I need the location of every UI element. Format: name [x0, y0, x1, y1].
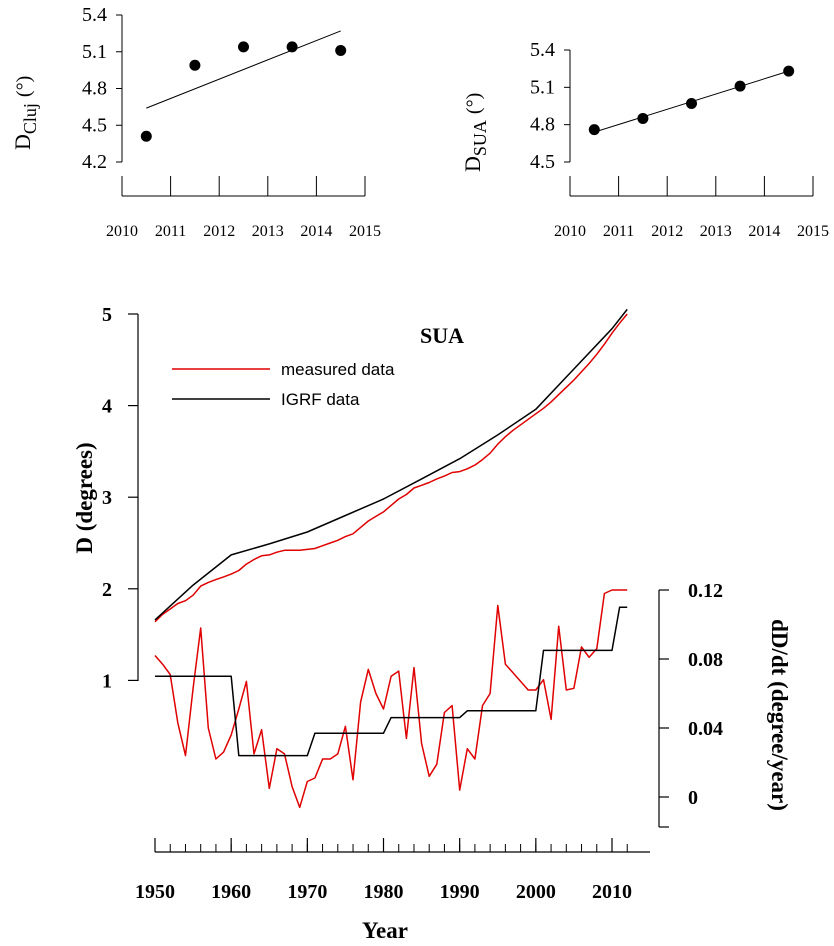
cluj-chart: 4.2 4.5 4.8 5.1 5.4 2010 2011 2012 2013 2014 2015… — [10, 4, 381, 240]
sua-small-x-tick-label: 2013 — [700, 223, 732, 240]
main-y-tick-label: 1 — [102, 670, 112, 692]
sua-small-point — [588, 124, 600, 136]
cluj-point — [335, 45, 347, 57]
cluj-points — [140, 41, 347, 142]
sua-small-x-tick-label: 2010 — [554, 223, 586, 240]
measured-rate-line — [154, 589, 628, 809]
main-chart-title: SUA — [420, 323, 464, 348]
cluj-x-tick-label: 2010 — [106, 223, 138, 240]
measured-d-line — [154, 313, 628, 623]
main-right-y-tick-label: 0 — [688, 787, 698, 809]
cluj-y-tick-label: 4.8 — [82, 78, 107, 100]
sua-small-x-tick-label: 2011 — [603, 223, 634, 240]
cluj-x-tick-label: 2011 — [155, 223, 186, 240]
main-y-axis-title: D (degrees) — [72, 442, 97, 553]
main-series-group — [154, 308, 628, 809]
main-x-tick-label: 2010 — [592, 881, 632, 903]
cluj-point — [140, 130, 152, 142]
cluj-y-ticks: 4.2 4.5 4.8 5.1 5.4 — [82, 4, 122, 173]
sua-small-point — [783, 65, 795, 77]
legend-label-igrf: IGRF data — [281, 390, 360, 409]
sua-small-y-tick-label: 5.4 — [530, 39, 555, 61]
sua-small-y-axis-title: DSUA (°) — [460, 93, 490, 172]
sua-small-point — [686, 98, 697, 110]
main-right-y-tick-label: 0.12 — [688, 580, 723, 602]
main-x-tick-label: 1950 — [135, 881, 175, 903]
cluj-point — [286, 41, 298, 53]
main-right-y-tick-label: 0.04 — [688, 718, 723, 740]
sua-small-point — [734, 80, 746, 92]
cluj-y-axis-title: DCluj (°) — [10, 76, 40, 150]
legend: measured data IGRF data — [172, 360, 395, 409]
cluj-y-label-main: D — [10, 134, 35, 150]
cluj-y-tick-label: 4.5 — [82, 114, 107, 136]
sua-small-point — [637, 112, 649, 124]
igrf-d-line — [154, 308, 628, 621]
main-x-ticks: 1950 1960 1970 1980 1990 2000 2010 — [135, 838, 632, 903]
sua-small-x-tick-label: 2012 — [651, 223, 683, 240]
cluj-y-label-sub: Cluj — [20, 103, 40, 134]
sua-small-y-label-sub: SUA — [470, 120, 490, 156]
cluj-x-tick-label: 2013 — [252, 223, 284, 240]
main-right-y-ticks: 0 0.04 0.08 0.12 — [659, 580, 723, 828]
main-left-y-ticks: 1 2 3 4 5 — [102, 304, 138, 692]
main-x-tick-label: 2000 — [516, 881, 556, 903]
cluj-y-label-unit: (°) — [13, 76, 35, 97]
cluj-y-tick-label: 4.2 — [82, 151, 107, 173]
main-x-tick-label: 1990 — [440, 881, 480, 903]
main-right-y-axis-title: dD/dt (degree/year) — [767, 619, 792, 811]
sua-small-chart: 4.5 4.8 5.1 5.4 2010 2011 2012 2013 2014 2015 DS… — [460, 39, 829, 240]
igrf-rate-line — [155, 606, 628, 757]
main-x-tick-label: 1960 — [211, 881, 251, 903]
main-y-tick-label: 2 — [102, 579, 112, 601]
sua-small-x-tick-label: 2015 — [797, 223, 829, 240]
cluj-y-tick-label: 5.4 — [82, 4, 107, 26]
sua-small-points — [588, 65, 795, 136]
cluj-x-tick-label: 2014 — [300, 223, 332, 240]
cluj-trend-line — [146, 30, 341, 109]
main-chart: 1 2 3 4 5 0 0.04 0.08 0.12 1950 1960 1970 1980 1990… — [72, 304, 792, 943]
main-x-tick-label: 1980 — [364, 881, 404, 903]
cluj-y-tick-label: 5.1 — [82, 41, 107, 63]
main-y-tick-label: 3 — [102, 487, 112, 509]
sua-small-y-tick-label: 4.5 — [530, 151, 555, 173]
cluj-x-tick-label: 2015 — [349, 223, 381, 240]
sua-small-y-tick-label: 5.1 — [530, 76, 555, 98]
cluj-point — [238, 41, 249, 53]
sua-small-y-ticks: 4.5 4.8 5.1 5.4 — [530, 39, 570, 173]
cluj-x-ticks: 2010 2011 2012 2013 2014 2015 — [106, 176, 381, 240]
sua-small-y-label-unit: (°) — [463, 93, 485, 114]
cluj-point — [189, 59, 201, 71]
sua-small-y-tick-label: 4.8 — [530, 114, 555, 136]
legend-label-measured: measured data — [281, 360, 395, 379]
main-x-tick-label: 1970 — [287, 881, 327, 903]
main-x-axis-title: Year — [362, 918, 408, 943]
main-y-tick-label: 4 — [102, 396, 112, 418]
sua-small-x-tick-label: 2014 — [748, 223, 780, 240]
sua-small-y-label-main: D — [460, 156, 485, 172]
sua-small-x-ticks: 2010 2011 2012 2013 2014 2015 — [554, 176, 829, 240]
cluj-x-tick-label: 2012 — [203, 223, 235, 240]
main-y-tick-label: 5 — [102, 304, 112, 326]
main-right-y-tick-label: 0.08 — [688, 649, 723, 671]
